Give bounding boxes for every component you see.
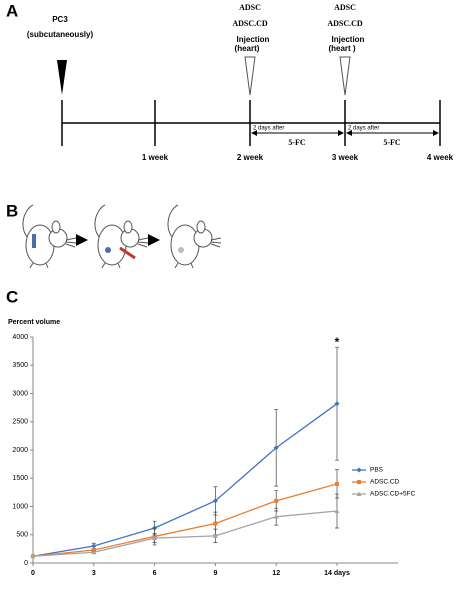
x-tick-label: 12 — [272, 570, 280, 577]
y-tick-label: 1000 — [12, 503, 28, 510]
line — [32, 403, 338, 557]
marker — [356, 491, 362, 496]
site: (heart) — [235, 44, 260, 53]
timeline-ticks — [61, 100, 441, 146]
week-label: 1 week — [142, 153, 169, 162]
drug: 5-FC — [383, 138, 401, 147]
action: Injection — [237, 35, 270, 44]
delay: 2 days after — [253, 126, 284, 132]
ear — [196, 220, 206, 234]
marker — [273, 514, 279, 519]
week-label: 3 week — [332, 153, 359, 162]
x-tick-label: 0 — [31, 570, 35, 577]
ear — [123, 220, 133, 234]
agent: ADSC.CD — [327, 19, 363, 28]
marker — [357, 480, 361, 484]
cell-line: PC3 — [52, 15, 68, 24]
legend-label: PBS — [370, 467, 384, 474]
panel-label: A — [6, 1, 18, 20]
x-tick-label: 14 days — [324, 570, 350, 577]
marker — [334, 401, 340, 407]
tumor-marker — [57, 60, 67, 95]
route: (subcutaneously) — [27, 30, 94, 39]
drug: 5-FC — [288, 138, 306, 147]
y-tick-label: 3500 — [12, 362, 28, 369]
x-tick-label: 3 — [92, 570, 96, 577]
series — [30, 346, 340, 559]
whiskers — [137, 237, 149, 248]
x-tick-label: 6 — [153, 570, 157, 577]
legend-label: ADSC.CD+5FC — [370, 491, 416, 498]
whiskers — [65, 237, 77, 248]
legend-label: ADSC.CD — [370, 479, 400, 486]
y-tick-label: 1500 — [12, 475, 28, 482]
annotation: * — [335, 335, 340, 349]
delay: 2 days after — [348, 126, 379, 132]
marker — [334, 508, 340, 514]
panel-label: C — [6, 287, 18, 306]
marker — [212, 533, 218, 538]
action: Injection — [332, 35, 365, 44]
agent: ADSC.CD — [232, 19, 268, 28]
tumor — [105, 247, 111, 253]
week-labels: 1 week 2 week 3 week 4 week — [142, 153, 454, 162]
marker — [213, 521, 218, 526]
site: (heart ) — [328, 44, 355, 53]
marker — [91, 549, 97, 555]
tumor — [32, 234, 36, 248]
legs — [29, 262, 49, 269]
marker — [152, 535, 158, 541]
panel-label: B — [6, 201, 18, 220]
whiskers — [210, 237, 222, 248]
mouse — [22, 204, 77, 269]
injection-marker — [339, 56, 351, 96]
tumor — [178, 247, 184, 253]
y-tick-label: 2000 — [12, 447, 28, 454]
marker — [30, 553, 36, 559]
marker — [274, 498, 279, 503]
y-tick-label: 2500 — [12, 419, 28, 426]
x-tick-label: 9 — [213, 570, 217, 577]
y-tick-label: 0 — [24, 560, 28, 567]
treatments: 2 days after 5-FC 2 days after 5-FC — [251, 126, 439, 147]
legs — [101, 262, 121, 269]
mice — [22, 204, 222, 269]
y-tick-label: 3000 — [12, 390, 28, 397]
agent: ADSC — [239, 3, 261, 12]
legs — [174, 262, 194, 269]
marker — [356, 467, 362, 473]
marker — [335, 481, 339, 486]
series — [30, 493, 340, 559]
mouse — [94, 204, 149, 269]
plot: 0 500 1000 1500 2000 2500 3000 3500 4000 0 3 6 9 12 14… — [12, 334, 415, 577]
syringe — [119, 246, 136, 260]
marker — [273, 445, 279, 451]
y-tick-label: 4000 — [12, 334, 28, 341]
marker — [212, 498, 218, 504]
marker — [91, 543, 97, 549]
body — [97, 224, 127, 266]
body — [25, 224, 55, 266]
injections: ADSCADSC.CDInjection(heart)ADSCADSC.CDIn… — [232, 3, 365, 96]
injection-marker — [244, 56, 256, 96]
line — [32, 510, 338, 557]
week-label: 2 week — [237, 153, 264, 162]
body — [170, 224, 200, 266]
mouse — [167, 204, 222, 269]
line — [32, 483, 338, 557]
agent: ADSC — [334, 3, 356, 12]
y-tick-label: 500 — [16, 532, 28, 539]
y-axis-label: Percent volume — [8, 319, 60, 326]
ear — [51, 220, 61, 234]
week-label: 4 week — [427, 153, 454, 162]
